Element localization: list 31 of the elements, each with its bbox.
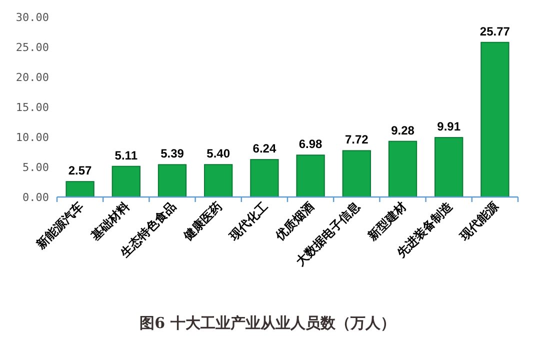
bar	[388, 140, 418, 198]
bar	[158, 164, 187, 198]
data-label: 5.39	[160, 146, 184, 161]
y-tick-label: 25.00	[16, 41, 49, 54]
data-label: 5.11	[114, 148, 138, 162]
y-tick-label: 10.00	[16, 131, 49, 144]
y-tick-label: 15.00	[16, 101, 49, 114]
bar	[296, 154, 325, 198]
x-tick-label: 健康医药	[180, 199, 224, 244]
data-label: 25.77	[480, 24, 510, 38]
data-label: 6.98	[298, 137, 323, 152]
x-tick-label: 现代能源	[456, 198, 502, 244]
bar	[204, 164, 233, 198]
bar	[250, 159, 279, 198]
y-tick-label: 5.00	[22, 161, 49, 174]
y-tick-label: 20.00	[16, 71, 49, 84]
bar	[480, 42, 510, 198]
data-label: 9.28	[391, 123, 415, 138]
data-label: 5.40	[206, 146, 230, 161]
bar	[434, 137, 464, 198]
y-tick-label: 0.00	[22, 191, 49, 204]
y-tick-label: 30.00	[16, 11, 49, 24]
data-label: 2.57	[68, 164, 92, 178]
data-label: 6.24	[252, 142, 276, 156]
bar	[342, 150, 371, 198]
bar	[66, 181, 94, 198]
x-tick-label: 现代化工	[226, 199, 271, 244]
data-label: 7.72	[344, 132, 369, 147]
bar	[112, 166, 140, 198]
text: 图6 十大工业产业从业人员数（万人）	[140, 314, 396, 332]
data-label: 9.91	[437, 120, 461, 134]
